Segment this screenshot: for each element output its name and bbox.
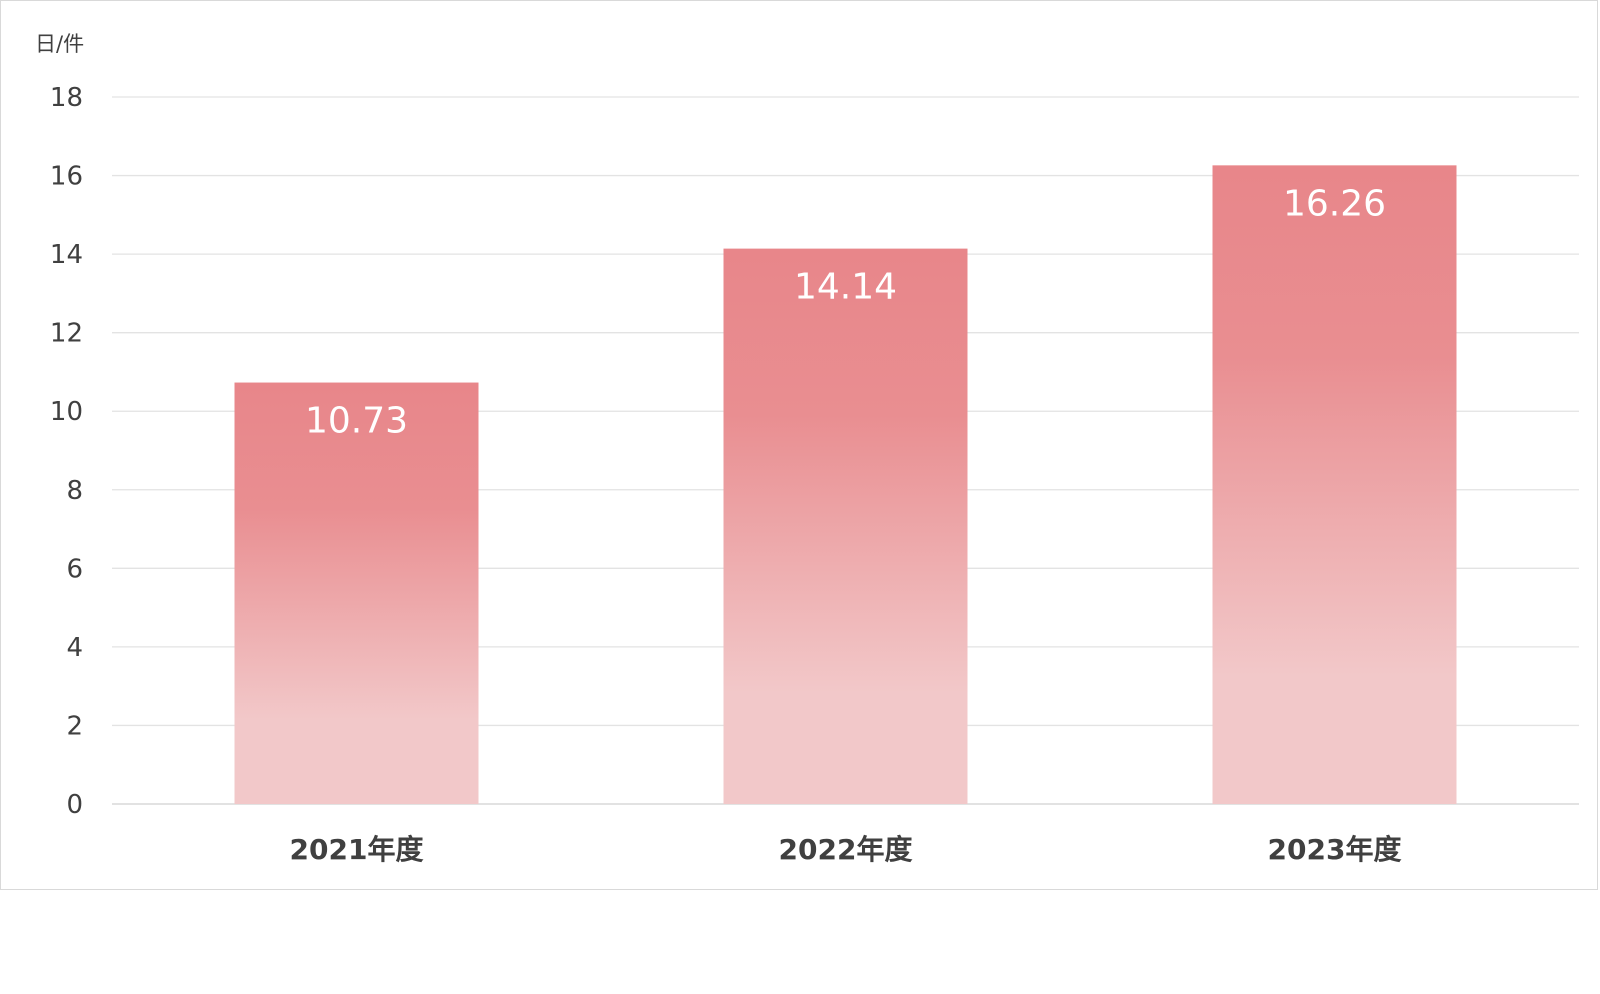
y-tick-label: 18 (50, 83, 83, 113)
data-label: 14.14 (794, 267, 897, 308)
x-category-label: 2022年度 (779, 833, 913, 866)
y-tick-label: 14 (50, 240, 83, 270)
data-labels: 10.73 14.14 16.26 (305, 183, 1386, 441)
bar-chart: 日/件 0 2 4 6 8 10 12 14 16 18 10.73 14.14 16.26 2021… (35, 32, 1579, 866)
y-axis-unit-label: 日/件 (35, 32, 84, 56)
y-tick-label: 10 (50, 397, 83, 427)
y-tick-label: 12 (50, 319, 83, 349)
y-tick-label: 2 (66, 711, 83, 741)
data-label: 10.73 (305, 401, 408, 442)
y-tick-label: 0 (66, 790, 83, 820)
bar-1 (234, 382, 479, 804)
y-tick-label: 4 (66, 633, 83, 663)
y-tick-label: 16 (50, 162, 83, 192)
bar-3 (1212, 165, 1457, 805)
x-category-label: 2021年度 (290, 833, 424, 866)
data-label: 16.26 (1283, 183, 1386, 224)
x-axis-categories: 2021年度 2022年度 2023年度 (290, 833, 1402, 866)
y-axis-ticks: 0 2 4 6 8 10 12 14 16 18 (50, 83, 83, 820)
x-category-label: 2023年度 (1268, 833, 1402, 866)
bars (234, 165, 1457, 805)
y-tick-label: 6 (66, 554, 83, 584)
y-tick-label: 8 (66, 476, 83, 506)
bar-2 (723, 248, 968, 804)
chart-frame: 日/件 0 2 4 6 8 10 12 14 16 18 10.73 14.14 16.26 2021… (0, 0, 1598, 890)
